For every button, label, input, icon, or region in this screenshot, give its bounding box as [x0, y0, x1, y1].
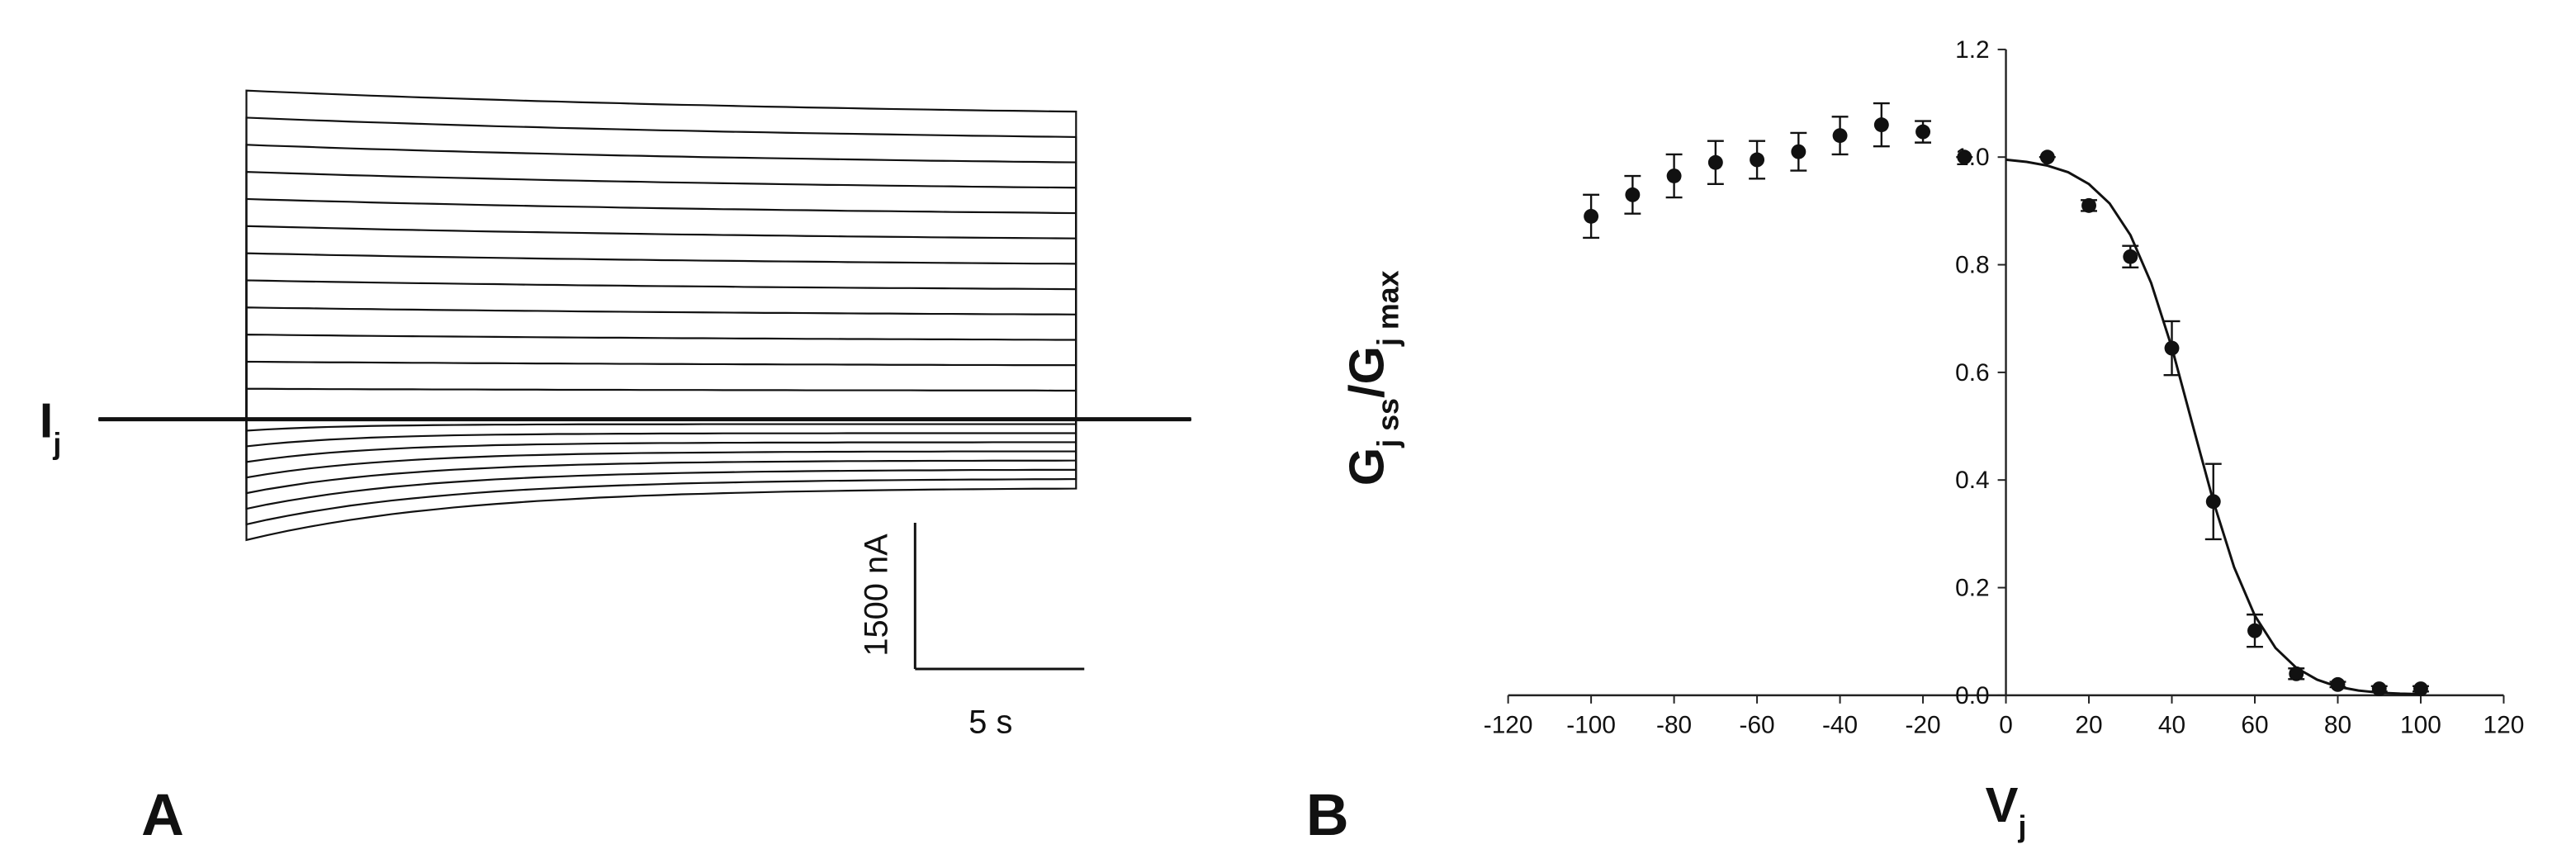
current-trace [98, 418, 1191, 495]
data-point [1625, 187, 1641, 202]
y-label-part: /G [1338, 346, 1394, 398]
x-tick-label: 120 [2484, 712, 2525, 739]
scale-bar-y-label: 1500 nA [858, 534, 894, 657]
data-point [2039, 149, 2055, 165]
trace-label-sub: j [52, 427, 61, 460]
scale-bar-x-label: 5 s [968, 704, 1012, 741]
y-tick-label: 0.6 [1955, 359, 1989, 387]
current-trace [98, 418, 1191, 510]
y-tick-label: 0.8 [1955, 251, 1989, 278]
current-trace [98, 116, 1191, 420]
y-tick-label: 0.0 [1955, 682, 1989, 709]
current-trace [98, 144, 1191, 420]
current-trace [98, 306, 1191, 420]
current-trace [98, 197, 1191, 420]
data-point [2164, 340, 2180, 356]
x-tick-label: -60 [1740, 712, 1775, 739]
x-tick-label: 80 [2324, 712, 2351, 739]
data-point [2413, 681, 2428, 697]
x-tick-label: 20 [2075, 712, 2102, 739]
data-point [2330, 676, 2346, 692]
current-trace [98, 418, 1191, 542]
y-label-part: j max [1371, 270, 1404, 347]
x-tick-label: -40 [1822, 712, 1858, 739]
x-tick-label: -80 [1656, 712, 1692, 739]
data-point [2123, 249, 2138, 264]
x-tick-label: -120 [1484, 712, 1533, 739]
x-tick-label: 60 [2241, 712, 2268, 739]
current-trace [98, 279, 1191, 420]
plot: -120 -100 -80 -60 -40 -20 0 20 40 60 80 100 120 0.0 0.… [1484, 36, 2525, 739]
current-trace [98, 387, 1191, 420]
y-tick-label: 1.2 [1955, 36, 1989, 64]
x-tick-label: 100 [2400, 712, 2441, 739]
data-point [1873, 117, 1889, 133]
current-trace [98, 418, 1191, 448]
y-axis-label: Gj ss/Gj max [1338, 270, 1404, 486]
data-point [1750, 152, 1765, 168]
data-point [1957, 149, 1972, 165]
data-point [2289, 666, 2304, 681]
current-trace [98, 418, 1191, 479]
data-point [1666, 168, 1682, 183]
current-trace [98, 334, 1191, 420]
fit-curve [2005, 158, 2421, 695]
y-label-part: G [1338, 448, 1394, 486]
panel-label: B [1306, 782, 1349, 848]
current-trace [98, 89, 1191, 420]
current-trace [98, 360, 1191, 420]
x-tick-label: -100 [1566, 712, 1616, 739]
data-point [1584, 208, 1599, 224]
data-point [2205, 494, 2221, 510]
x-tick-label: 0 [1999, 712, 2013, 739]
data-point [1915, 124, 1931, 140]
data-point [2247, 623, 2262, 638]
data-point [2371, 681, 2387, 697]
current-trace [98, 418, 1191, 526]
panel-label: A [141, 782, 184, 848]
data-point [2081, 197, 2096, 213]
x-label-main: V [1986, 777, 2019, 832]
x-tick-label: 40 [2158, 712, 2185, 739]
current-trace [98, 225, 1191, 420]
data-point [1832, 128, 1848, 144]
x-tick-label: -20 [1905, 712, 1940, 739]
current-trace [98, 252, 1191, 420]
y-tick-label: 0.4 [1955, 467, 1989, 494]
y-label-part: j ss [1371, 398, 1404, 448]
current-trace [98, 418, 1191, 432]
x-axis-label: Vj [1986, 777, 2027, 843]
trace-label: Ij [40, 392, 62, 460]
y-tick-label: 0.2 [1955, 574, 1989, 601]
trace-label-main: I [40, 392, 54, 448]
current-trace [98, 170, 1191, 420]
data-point [1707, 154, 1723, 170]
data-point [1791, 144, 1807, 159]
current-trace [98, 418, 1191, 463]
current-traces [98, 89, 1191, 542]
x-label-sub: j [2017, 810, 2026, 843]
